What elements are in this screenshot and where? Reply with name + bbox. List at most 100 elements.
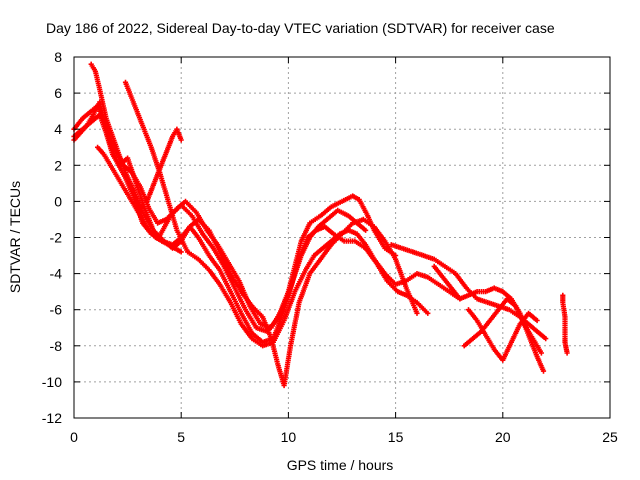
data-point — [504, 296, 517, 308]
data-point — [114, 173, 125, 188]
data-point — [217, 281, 232, 304]
data-point — [287, 301, 302, 349]
y-tick-label: -2 — [50, 230, 63, 246]
data-point — [487, 308, 500, 324]
data-point — [185, 249, 200, 261]
data-point — [540, 368, 547, 374]
data-point — [562, 336, 568, 343]
data-point — [320, 239, 333, 251]
data-point — [328, 232, 341, 244]
data-point — [95, 144, 106, 156]
data-point — [311, 246, 324, 259]
data-point — [521, 321, 535, 340]
x-tick-label: 15 — [388, 429, 404, 445]
data-point — [403, 272, 418, 284]
data-point — [225, 260, 241, 282]
data-point — [279, 287, 293, 313]
y-tick-label: -8 — [50, 338, 63, 354]
data-point — [217, 249, 233, 275]
data-point — [339, 194, 354, 204]
x-tick-label: 10 — [281, 429, 297, 445]
data-point — [363, 227, 369, 233]
data-point — [465, 307, 479, 322]
tick-labels: 0 5 10 15 20 25 -12 -10 -8 -6 -4 -2 0 2 4 6 8 — [42, 49, 618, 445]
data-point — [322, 224, 335, 236]
data-point — [538, 350, 544, 356]
data-point — [107, 162, 119, 177]
data-point — [84, 114, 95, 129]
data-point — [448, 285, 462, 300]
data-point — [534, 317, 540, 324]
data-point — [360, 216, 375, 229]
data-point — [414, 310, 420, 316]
data-point — [238, 310, 254, 334]
data-point — [172, 245, 183, 254]
data-point — [442, 263, 457, 275]
data-point — [178, 249, 184, 255]
data-point — [562, 314, 568, 339]
data-point — [165, 242, 176, 250]
data-point — [382, 271, 397, 286]
data-point — [165, 198, 179, 231]
y-tick-label: 2 — [54, 157, 62, 173]
data-point — [227, 271, 243, 293]
data-point — [324, 209, 339, 222]
data-point — [206, 252, 222, 271]
data-point — [363, 242, 376, 260]
data-point — [88, 61, 97, 73]
data-point — [129, 169, 142, 188]
data-point — [140, 209, 155, 232]
data-layer — [71, 61, 570, 389]
data-point — [206, 267, 222, 286]
data-point — [200, 231, 215, 250]
data-point — [431, 256, 446, 268]
x-tick-label: 5 — [177, 429, 185, 445]
data-point — [187, 218, 200, 230]
data-point — [101, 151, 112, 167]
data-point — [249, 330, 264, 344]
x-axis-label: GPS time / hours — [287, 457, 394, 473]
data-point — [281, 345, 293, 389]
data-point — [146, 227, 157, 239]
data-point — [307, 214, 322, 226]
data-point — [174, 200, 187, 212]
grid — [74, 57, 610, 418]
data-point — [335, 207, 350, 218]
data-point — [354, 231, 367, 246]
axis-ticks — [73, 56, 611, 419]
data-point — [530, 336, 543, 354]
data-point — [435, 281, 450, 293]
data-point — [440, 274, 453, 290]
series-arc-11 — [465, 307, 540, 363]
data-point — [268, 308, 284, 331]
data-point — [249, 303, 264, 318]
data-point — [483, 332, 496, 351]
y-axis-label: SDTVAR / TECUs — [7, 181, 23, 293]
data-point — [298, 222, 312, 244]
data-point — [543, 336, 549, 342]
data-point — [414, 299, 429, 315]
data-point — [249, 336, 264, 348]
data-point — [425, 274, 440, 286]
series-arc-5 — [122, 79, 463, 349]
data-point — [534, 328, 547, 340]
data-point — [328, 199, 343, 210]
data-point — [131, 101, 145, 127]
data-point — [382, 238, 398, 260]
data-point — [217, 267, 233, 293]
series-arc-8 — [388, 242, 549, 342]
y-tick-label: 0 — [54, 193, 62, 209]
data-point — [517, 312, 530, 327]
data-point — [564, 350, 570, 356]
data-point — [140, 123, 153, 148]
data-point — [195, 216, 211, 232]
data-point — [206, 227, 222, 253]
y-tick-label: 6 — [54, 85, 62, 101]
series-arc-6 — [95, 144, 184, 255]
chart-title: Day 186 of 2022, Sidereal Day-to-day VTE… — [46, 20, 555, 36]
data-point — [131, 188, 145, 213]
x-tick-label: 0 — [70, 429, 78, 445]
data-point — [260, 314, 274, 340]
data-point — [371, 256, 387, 275]
